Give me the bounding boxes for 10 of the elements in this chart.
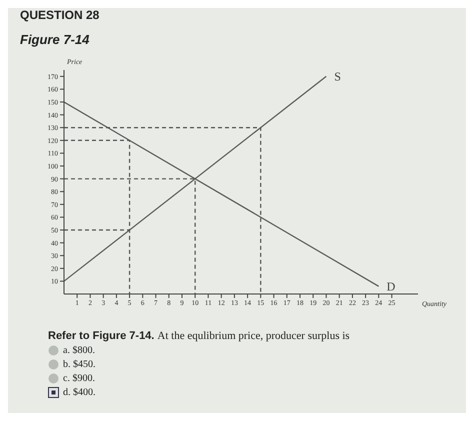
chart-title: Figure 7-14	[20, 32, 90, 47]
text: At the equlibrium price, producer surplus is	[157, 330, 350, 342]
text: c. $900.	[63, 373, 95, 384]
series-label: D	[386, 279, 396, 294]
text: b. $450.	[63, 359, 96, 370]
text: QUESTION 28	[20, 8, 100, 22]
text: a. $800.	[63, 345, 95, 356]
text: d. $400.	[63, 387, 96, 398]
text: Refer to Figure 7-14.	[48, 330, 154, 342]
series-label: S	[334, 69, 341, 84]
